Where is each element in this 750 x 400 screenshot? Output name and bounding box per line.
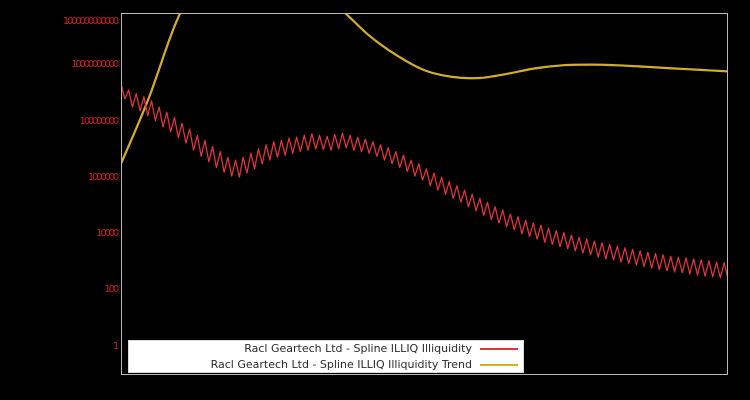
plot-frame-border [121,13,728,375]
chart-legend: Racl Geartech Ltd - Spline ILLIQ Illiqui… [128,340,524,373]
y-tick-label: 10000 [96,228,119,239]
y-tick-label: 100000000 [79,116,120,127]
legend-swatch-illiquidity [480,348,518,350]
legend-label-trend: Racl Geartech Ltd - Spline ILLIQ Illiqui… [210,358,472,371]
y-tick-label: 1000000000000 [62,16,119,27]
legend-entry-trend: Racl Geartech Ltd - Spline ILLIQ Illiqui… [129,357,523,373]
legend-label-illiquidity: Racl Geartech Ltd - Spline ILLIQ Illiqui… [244,342,472,355]
y-tick-label: 1000000 [87,172,119,183]
legend-swatch-trend [480,364,518,366]
chart-plot-svg [121,13,728,280]
legend-entry-illiquidity: Racl Geartech Ltd - Spline ILLIQ Illiqui… [129,341,523,357]
y-tick-label: 100 [104,284,120,295]
y-tick-label: 1 [112,341,119,352]
y-tick-label: 10000000000 [71,59,119,70]
trend-line-path [121,13,728,165]
illiquidity-line-path [121,83,728,280]
